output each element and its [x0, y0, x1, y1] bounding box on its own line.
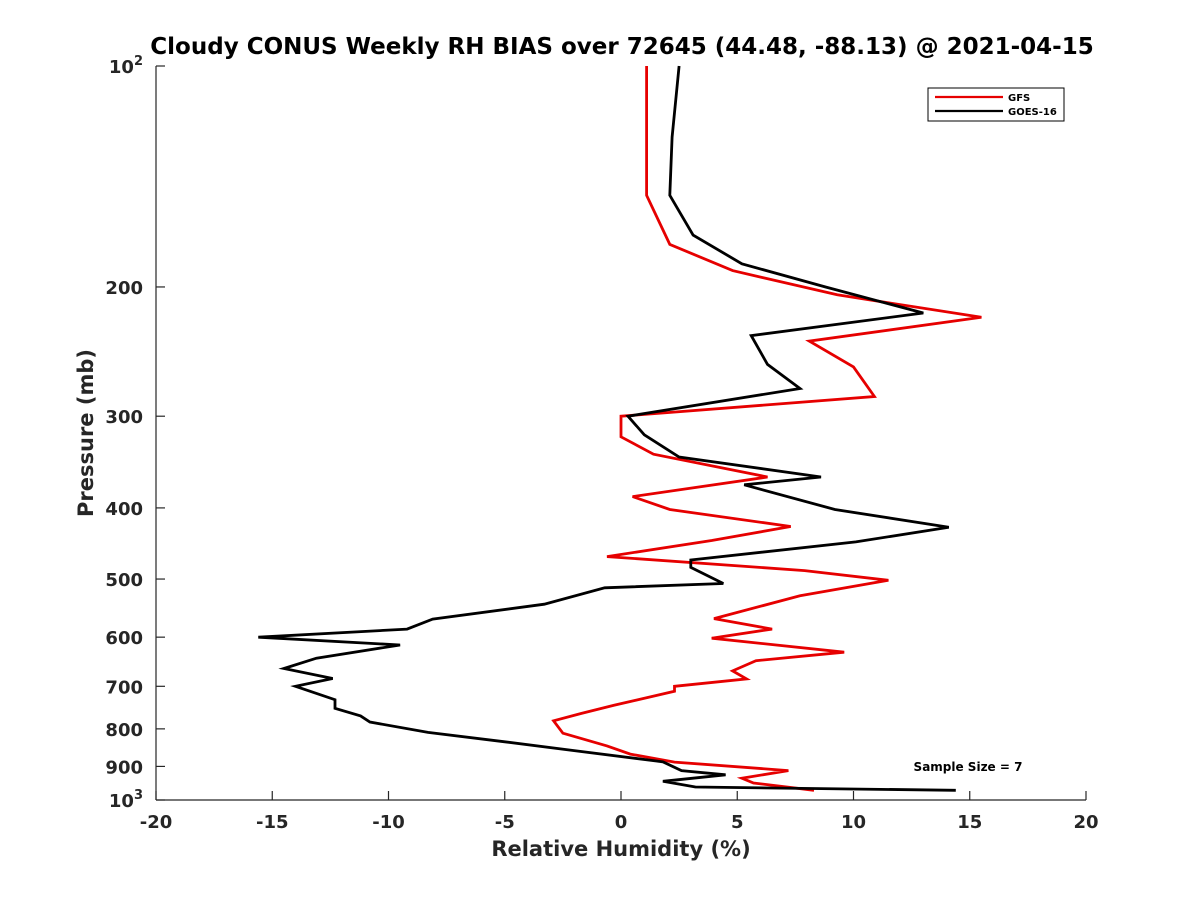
legend-box [927, 87, 1065, 122]
legend-label-gfs: GFS [1008, 93, 1030, 104]
series-line-goes16 [258, 65, 956, 792]
series-line-gfs [551, 66, 982, 792]
y-tick-label: 102 [109, 54, 143, 78]
x-tick-label: -20 [140, 812, 173, 833]
x-tick-label: 20 [1073, 812, 1098, 833]
y-tick-label: 600 [105, 628, 143, 649]
x-tick-label: 15 [957, 812, 982, 833]
series-layer [258, 65, 982, 792]
y-ticks: 102 200 300 400 500 600 700 800 900 103 [105, 54, 165, 812]
x-tick-label: -10 [372, 812, 405, 833]
y-tick-label: 300 [105, 407, 143, 428]
y-tick-label: 500 [105, 570, 143, 591]
y-tick-label: 900 [105, 757, 143, 778]
x-axis-label: Relative Humidity (%) [491, 837, 750, 861]
y-tick-label: 103 [109, 788, 143, 812]
x-tick-label: 10 [841, 812, 866, 833]
y-tick-label: 200 [105, 278, 143, 299]
legend-label-goes16: GOES-16 [1008, 107, 1057, 118]
chart-title: Cloudy CONUS Weekly RH BIAS over 72645 (… [150, 34, 1093, 60]
y-tick-label: 700 [105, 677, 143, 698]
y-axis-label: Pressure (mb) [74, 349, 98, 517]
y-tick-label: 400 [105, 499, 143, 520]
x-ticks: -20 -15 -10 -5 0 5 10 15 20 [140, 791, 1099, 833]
x-tick-label: 0 [615, 812, 628, 833]
sample-size-annotation: Sample Size = 7 [914, 760, 1023, 774]
y-tick-label: 800 [105, 720, 143, 741]
legend: GFS GOES-16 [927, 87, 1065, 122]
x-tick-label: 5 [731, 812, 744, 833]
x-tick-label: -15 [256, 812, 289, 833]
x-tick-label: -5 [495, 812, 515, 833]
